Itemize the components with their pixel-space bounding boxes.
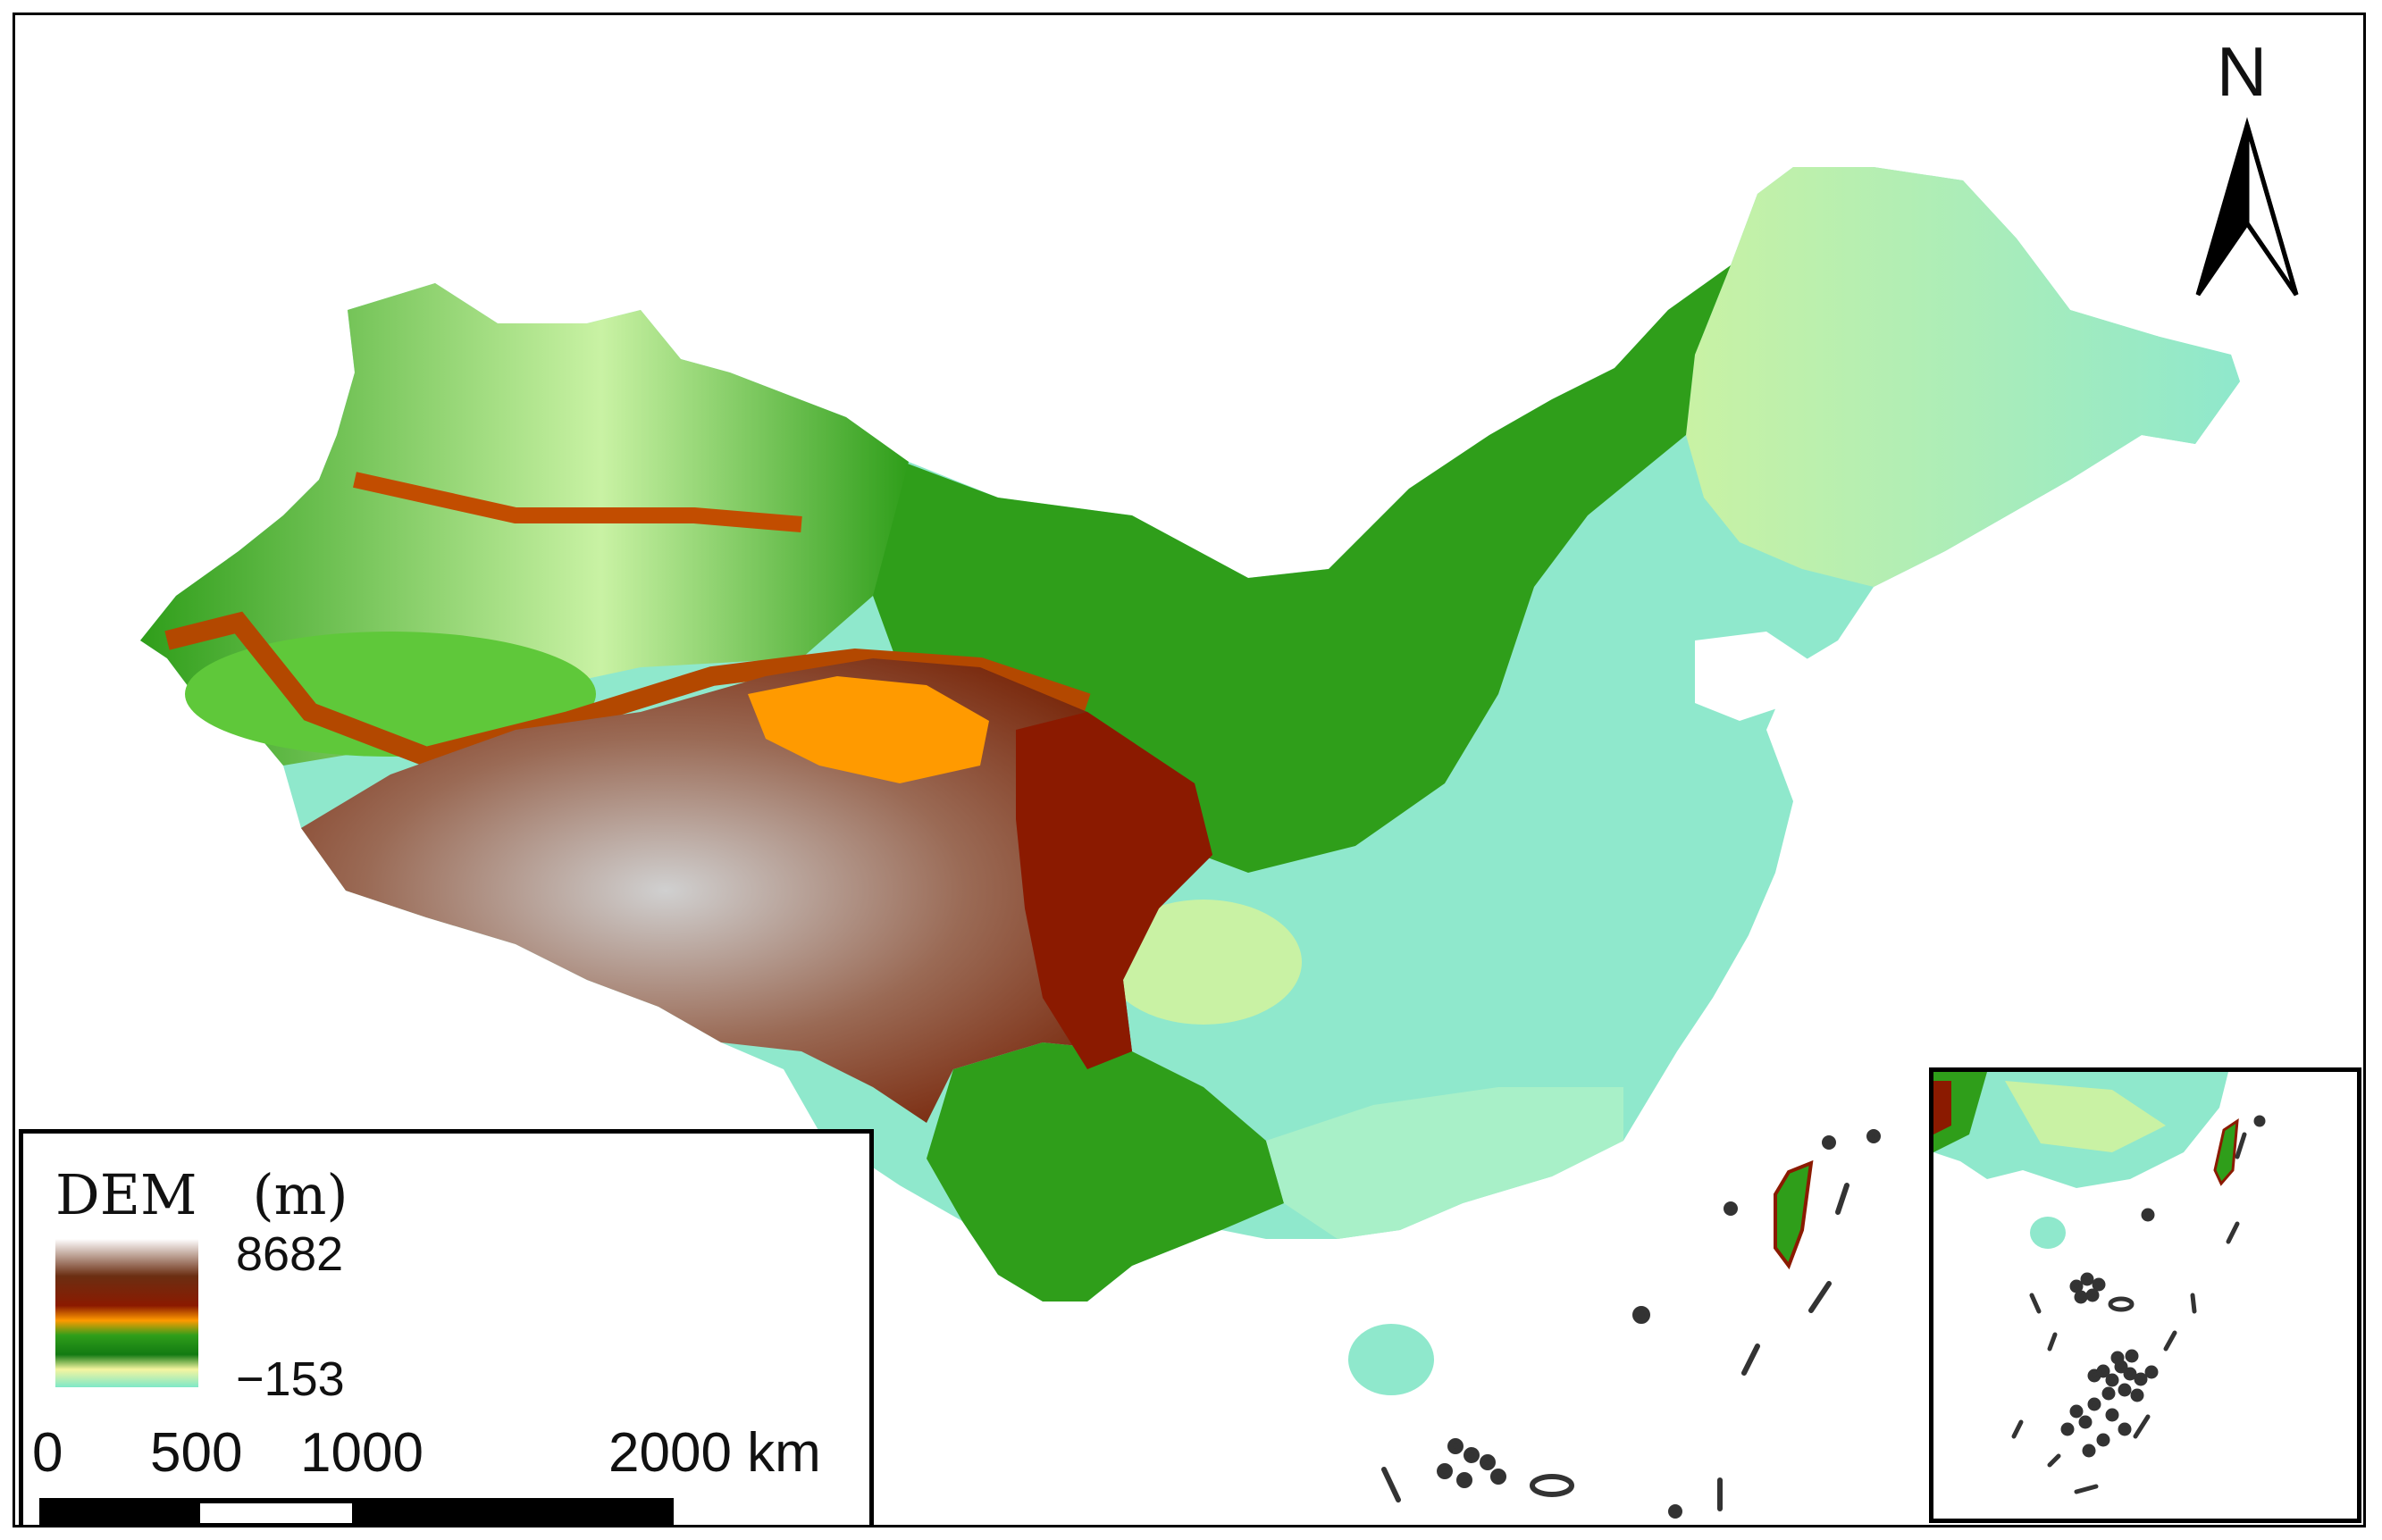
tibetan-plateau [301,658,1212,1123]
north-label: N [2216,32,2268,111]
scale-bar [39,1498,674,1525]
south-china-sea-inset [1929,1067,2361,1523]
inset-taiwan [2213,1118,2239,1186]
qaidam-basin [748,676,989,783]
inset-map [1933,1072,2266,1494]
south-sea-islands [1381,1129,1881,1519]
scale-label-2000: 2000 km [608,1422,821,1484]
northeast-plain [1686,167,2240,587]
southeast-lowland [1266,1087,1623,1239]
legend-max-value: 8682 [236,1227,344,1281]
map-frame: DEM (m) 8682 −153 0 500 1000 2000 km [13,13,2366,1527]
inset-islands [2011,1115,2266,1494]
southwest-hills [927,1042,1284,1301]
tianshan-ridge [353,472,802,532]
inset-hainan [2030,1217,2066,1249]
shandong-coast [1802,694,1883,757]
scale-label-0: 0 [32,1422,63,1484]
bohai-sea [1695,632,1820,721]
tarim-basin [185,632,596,757]
scale-label-500: 500 [150,1422,243,1484]
legend-title: DEM (m) [55,1162,348,1227]
elevation-color-ramp [55,1239,198,1387]
scale-label-1000: 1000 [300,1422,424,1484]
hainan-island [1348,1324,1434,1395]
hengduan-mountains [1016,712,1212,1069]
legend-min-value: −153 [236,1352,345,1406]
taiwan-island [1774,1159,1814,1270]
china-dem-map [140,167,2240,1519]
north-arrow-icon [2195,117,2299,297]
sichuan-basin [1105,900,1302,1025]
legend-box: DEM (m) 8682 −153 0 500 1000 2000 km [19,1129,874,1525]
